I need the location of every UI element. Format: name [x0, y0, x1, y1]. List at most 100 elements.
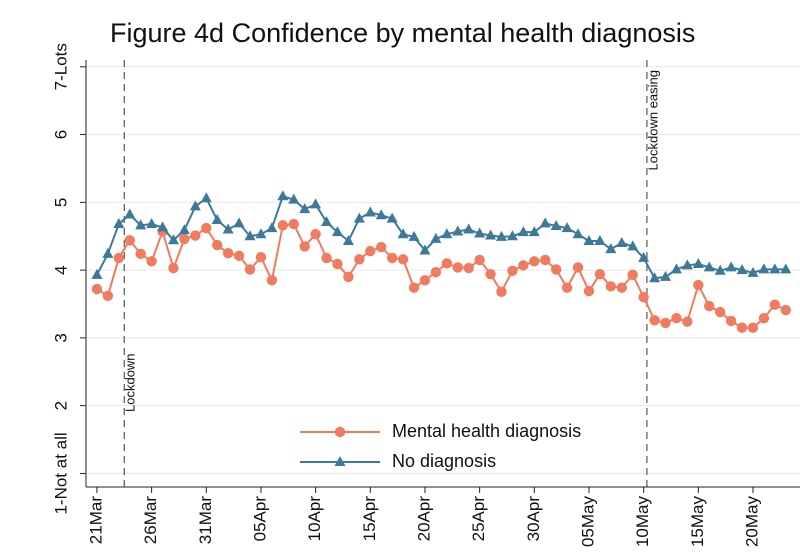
- point: [572, 262, 584, 273]
- point: [529, 256, 540, 267]
- point: [605, 243, 617, 254]
- x-tick-label: 26Mar: [141, 496, 160, 545]
- point: [397, 228, 409, 239]
- point: [703, 261, 715, 272]
- x-tick-label: 05Apr: [250, 496, 269, 542]
- event-label: Lockdown easing: [645, 70, 660, 170]
- point: [190, 230, 201, 241]
- point: [222, 223, 234, 234]
- point: [780, 304, 791, 316]
- point: [321, 215, 333, 226]
- point: [408, 282, 420, 293]
- point: [507, 265, 518, 276]
- legend-label: Mental health diagnosis: [392, 421, 581, 441]
- legend-label: No diagnosis: [392, 451, 496, 471]
- point: [353, 212, 365, 223]
- point: [124, 235, 135, 246]
- point: [277, 190, 289, 201]
- point: [725, 315, 737, 327]
- point: [583, 234, 595, 245]
- point: [660, 270, 672, 281]
- point: [452, 262, 463, 273]
- point: [212, 239, 223, 251]
- point: [91, 268, 103, 279]
- y-tick-label: 1-Not at all: [51, 432, 70, 514]
- point: [430, 232, 442, 243]
- point: [299, 203, 311, 214]
- point: [485, 268, 496, 280]
- point: [736, 322, 748, 333]
- y-tick-label: 4: [51, 265, 70, 274]
- point: [692, 258, 704, 269]
- point: [255, 228, 267, 239]
- point: [189, 200, 201, 211]
- point: [725, 261, 737, 272]
- point: [474, 254, 485, 266]
- point: [517, 226, 529, 237]
- point: [769, 263, 781, 274]
- point: [146, 256, 157, 267]
- point: [682, 316, 693, 327]
- point: [616, 282, 627, 293]
- point: [495, 230, 507, 241]
- point: [168, 262, 179, 274]
- point: [780, 263, 792, 274]
- point: [496, 286, 507, 297]
- y-tick-label: 3: [51, 333, 70, 342]
- event-label: Lockdown: [123, 353, 138, 412]
- x-tick-label: 21Mar: [86, 496, 105, 545]
- point: [244, 230, 256, 241]
- point: [769, 299, 781, 310]
- point: [605, 281, 617, 292]
- point: [528, 226, 540, 237]
- legend-marker: [334, 426, 346, 438]
- x-tick-label: 20Apr: [414, 496, 433, 542]
- point: [452, 225, 464, 236]
- x-tick-label: 30Apr: [524, 496, 543, 542]
- point: [572, 228, 584, 239]
- point: [441, 258, 453, 269]
- point: [91, 283, 103, 295]
- series-line: [96, 222, 787, 329]
- point: [561, 282, 573, 293]
- point: [310, 228, 321, 240]
- point: [594, 268, 606, 280]
- point: [386, 212, 398, 223]
- point: [299, 241, 310, 252]
- point: [704, 300, 715, 312]
- y-tick-label: 5: [51, 198, 70, 207]
- point: [288, 218, 299, 230]
- point: [485, 229, 497, 240]
- point: [354, 254, 365, 265]
- point: [408, 230, 420, 241]
- point: [671, 313, 682, 324]
- point: [167, 234, 179, 245]
- point: [365, 245, 376, 257]
- point: [343, 271, 354, 283]
- point: [277, 220, 289, 231]
- point: [332, 258, 343, 270]
- point: [102, 290, 114, 302]
- point: [506, 230, 518, 241]
- point: [135, 248, 146, 260]
- point: [550, 264, 562, 275]
- point: [693, 279, 704, 291]
- point: [430, 266, 442, 278]
- x-tick-label: 15May: [688, 496, 707, 548]
- point: [714, 264, 726, 275]
- point: [441, 228, 453, 239]
- point: [463, 262, 474, 274]
- point: [178, 224, 190, 235]
- point: [594, 234, 606, 245]
- point: [375, 209, 387, 220]
- point: [747, 322, 759, 333]
- point: [135, 219, 147, 230]
- point: [201, 222, 212, 234]
- x-tick-label: 10May: [633, 496, 652, 548]
- point: [113, 218, 125, 229]
- point: [321, 252, 332, 264]
- point: [124, 208, 136, 219]
- point: [397, 254, 409, 265]
- series-line: [96, 194, 786, 280]
